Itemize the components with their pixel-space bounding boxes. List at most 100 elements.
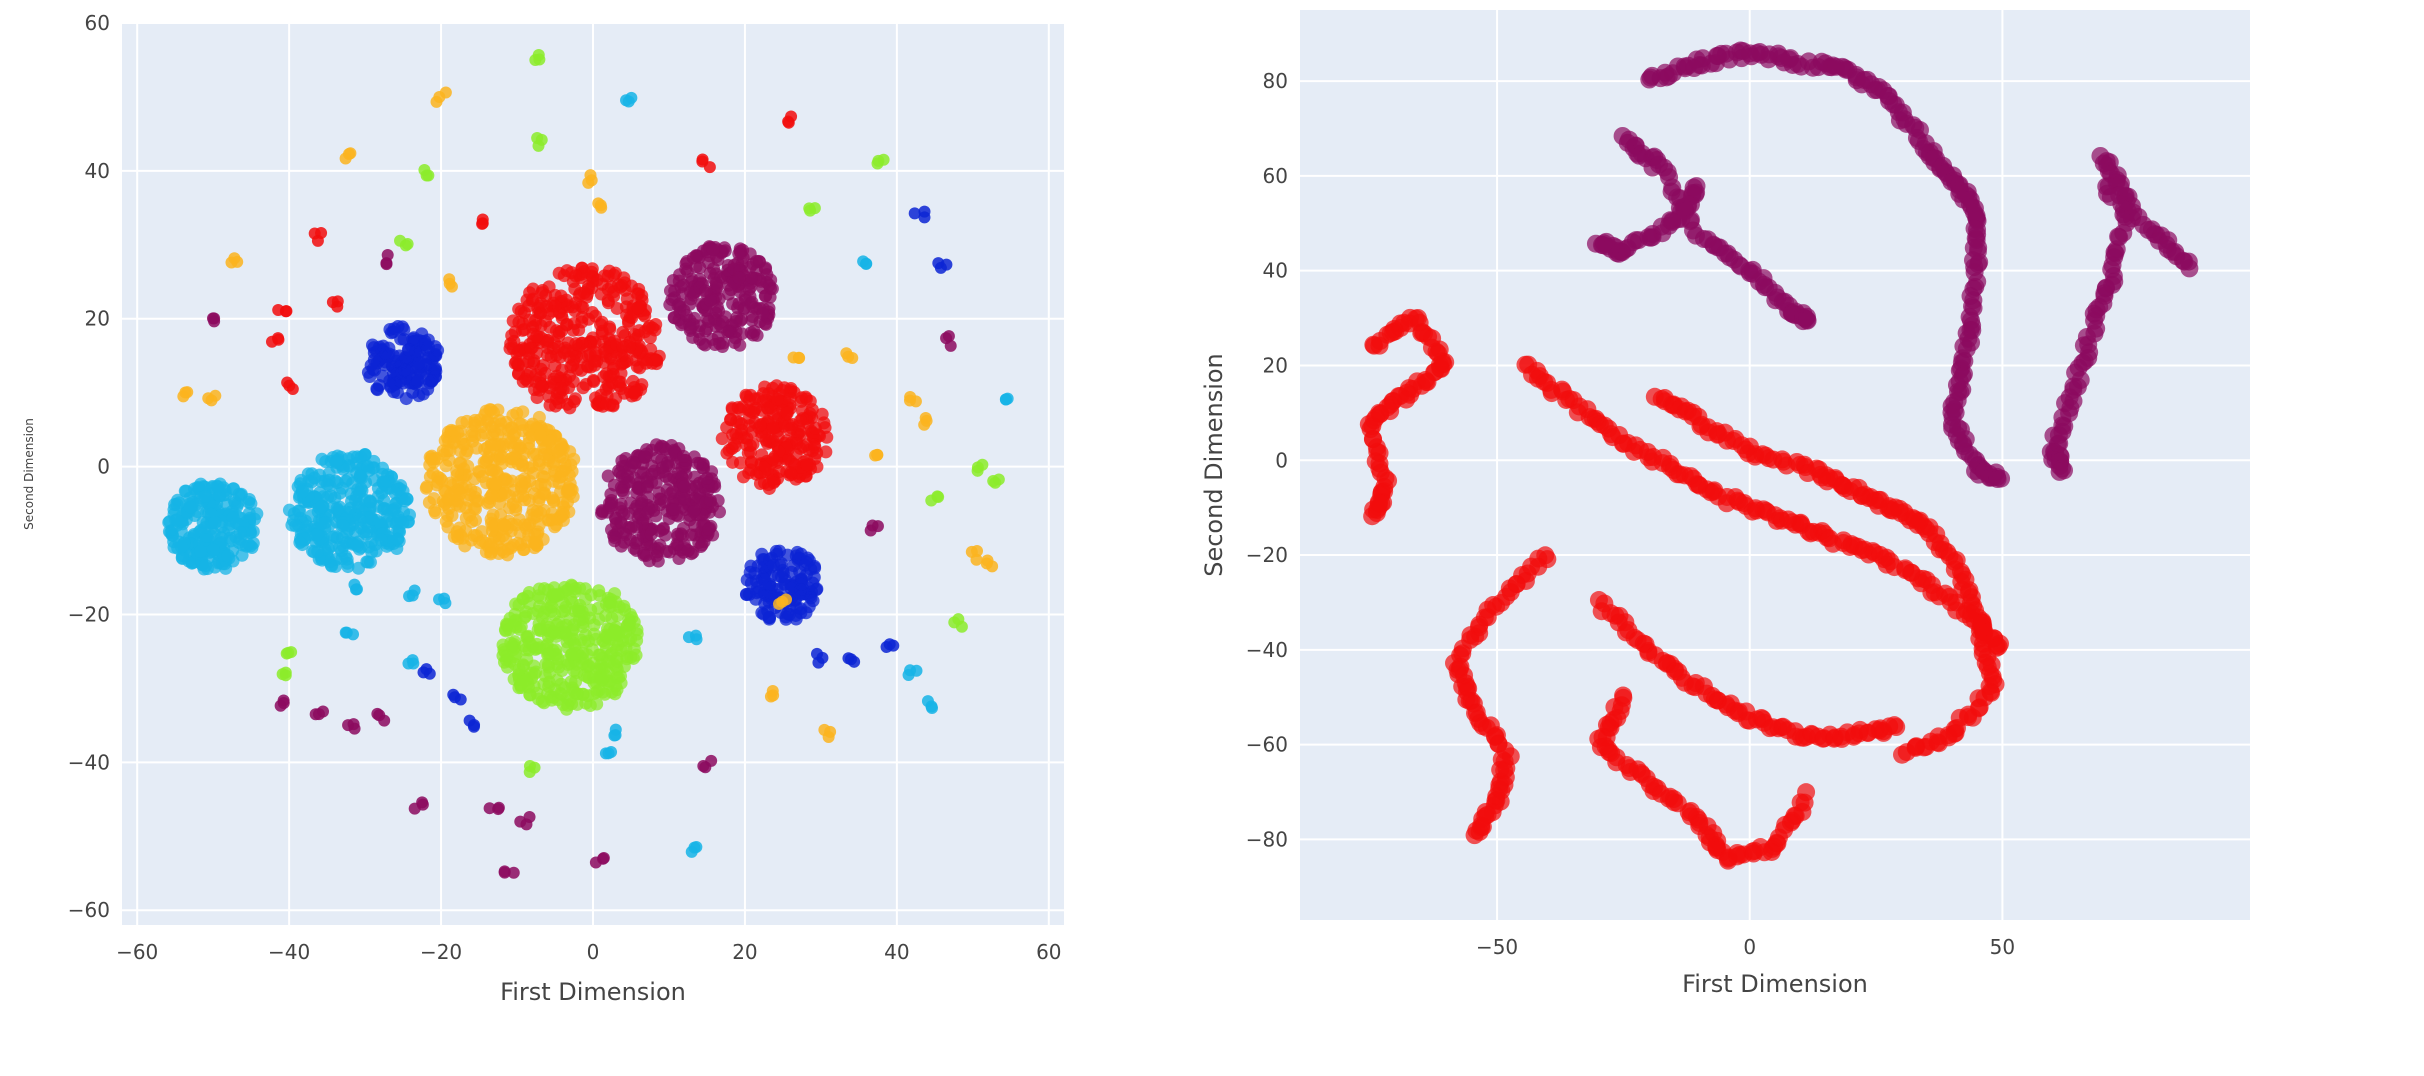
scatter-point: [793, 414, 807, 428]
scatter-point: [527, 679, 541, 693]
scatter-point: [673, 268, 687, 282]
scatter-point: [517, 639, 531, 653]
scatter-point: [740, 588, 754, 602]
scatter-point: [918, 211, 931, 224]
x-tick-label: 60: [1036, 940, 1061, 964]
scatter-point: [690, 456, 704, 470]
scatter-point: [699, 284, 713, 298]
scatter-point: [808, 440, 822, 454]
scatter-point: [759, 433, 773, 447]
scatter-point: [536, 358, 550, 372]
scatter-point: [715, 432, 729, 446]
scatter-point: [343, 501, 357, 515]
scatter-point: [389, 516, 403, 530]
scatter-point: [753, 418, 767, 432]
scatter-point: [756, 307, 770, 321]
scatter-point: [667, 310, 681, 324]
scatter-point: [523, 759, 536, 772]
scatter-point: [322, 466, 336, 480]
scatter-point: [494, 417, 508, 431]
scatter-point: [550, 369, 564, 383]
scatter-point: [582, 176, 595, 189]
scatter-point: [208, 315, 221, 328]
scatter-point: [319, 455, 333, 469]
scatter-point: [569, 337, 583, 351]
scatter-point: [483, 537, 497, 551]
scatter-point: [650, 451, 664, 465]
scatter-point: [375, 486, 389, 500]
y-tick-label: −40: [1246, 638, 1288, 662]
scatter-point: [733, 456, 747, 470]
scatter-point: [374, 533, 388, 547]
scatter-point: [416, 387, 430, 401]
scatter-point: [491, 428, 505, 442]
scatter-point: [764, 560, 778, 574]
scatter-point: [399, 239, 412, 252]
scatter-point: [785, 110, 798, 123]
x-tick-label: −20: [420, 940, 462, 964]
scatter-point: [620, 652, 634, 666]
scatter-point: [551, 652, 565, 666]
scatter-point: [793, 424, 807, 438]
scatter-point: [766, 421, 780, 435]
scatter-point: [588, 354, 602, 368]
scatter-point: [584, 588, 598, 602]
scatter-point: [999, 393, 1012, 406]
scatter-point: [536, 487, 550, 501]
scatter-point: [676, 529, 690, 543]
scatter-point: [517, 447, 531, 461]
scatter-point: [731, 401, 745, 415]
scatter-point: [794, 602, 808, 616]
x-axis-title-left: First Dimension: [500, 978, 686, 1006]
scatter-point: [295, 485, 309, 499]
scatter-point: [784, 466, 798, 480]
scatter-point: [565, 681, 579, 695]
scatter-point: [805, 403, 819, 417]
scatter-point: [711, 253, 725, 267]
scatter-point: [383, 322, 397, 336]
scatter-point: [289, 519, 303, 533]
scatter-point: [920, 414, 933, 427]
scatter-point: [871, 157, 884, 170]
scatter-point: [321, 490, 335, 504]
scatter-point: [604, 499, 618, 513]
scatter-point: [504, 436, 518, 450]
scatter-point: [387, 385, 401, 399]
scatter-point: [183, 500, 197, 514]
scatter-point: [771, 392, 785, 406]
y-tick-label: −60: [68, 898, 110, 922]
scatter-point: [174, 540, 188, 554]
scatter-point: [353, 486, 367, 500]
scatter-point: [364, 495, 378, 509]
scatter-point: [312, 468, 326, 482]
scatter-point: [703, 493, 717, 507]
scatter-point: [514, 678, 528, 692]
scatter-point: [705, 754, 718, 767]
scatter-point: [420, 663, 433, 676]
scatter-point: [574, 633, 588, 647]
scatter-point: [430, 95, 443, 108]
scatter-point: [552, 396, 566, 410]
scatter-point: [339, 535, 353, 549]
scatter-point: [533, 622, 547, 636]
scatter-point: [512, 302, 526, 316]
scatter-point: [773, 597, 786, 610]
scatter-point: [561, 698, 575, 712]
scatter-point: [567, 316, 581, 330]
scatter-point: [612, 464, 626, 478]
y-tick-label: 60: [85, 11, 110, 35]
scatter-point: [569, 349, 583, 363]
scatter-point: [904, 390, 917, 403]
scatter-point: [486, 508, 500, 522]
scatter-point: [439, 514, 453, 528]
scatter-point: [468, 718, 481, 731]
scatter-point: [496, 529, 510, 543]
scatter-point: [226, 511, 240, 525]
scatter-point: [536, 532, 550, 546]
scatter-point: [346, 476, 360, 490]
scatter-point: [310, 528, 324, 542]
scatter-point: [630, 634, 644, 648]
scatter-point: [641, 490, 655, 504]
scatter-point: [499, 473, 513, 487]
scatter-point: [438, 434, 452, 448]
